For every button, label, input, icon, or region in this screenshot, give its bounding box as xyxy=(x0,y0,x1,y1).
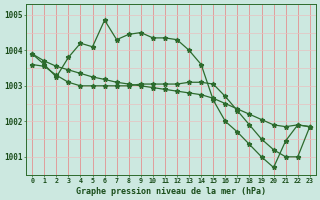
X-axis label: Graphe pression niveau de la mer (hPa): Graphe pression niveau de la mer (hPa) xyxy=(76,187,266,196)
